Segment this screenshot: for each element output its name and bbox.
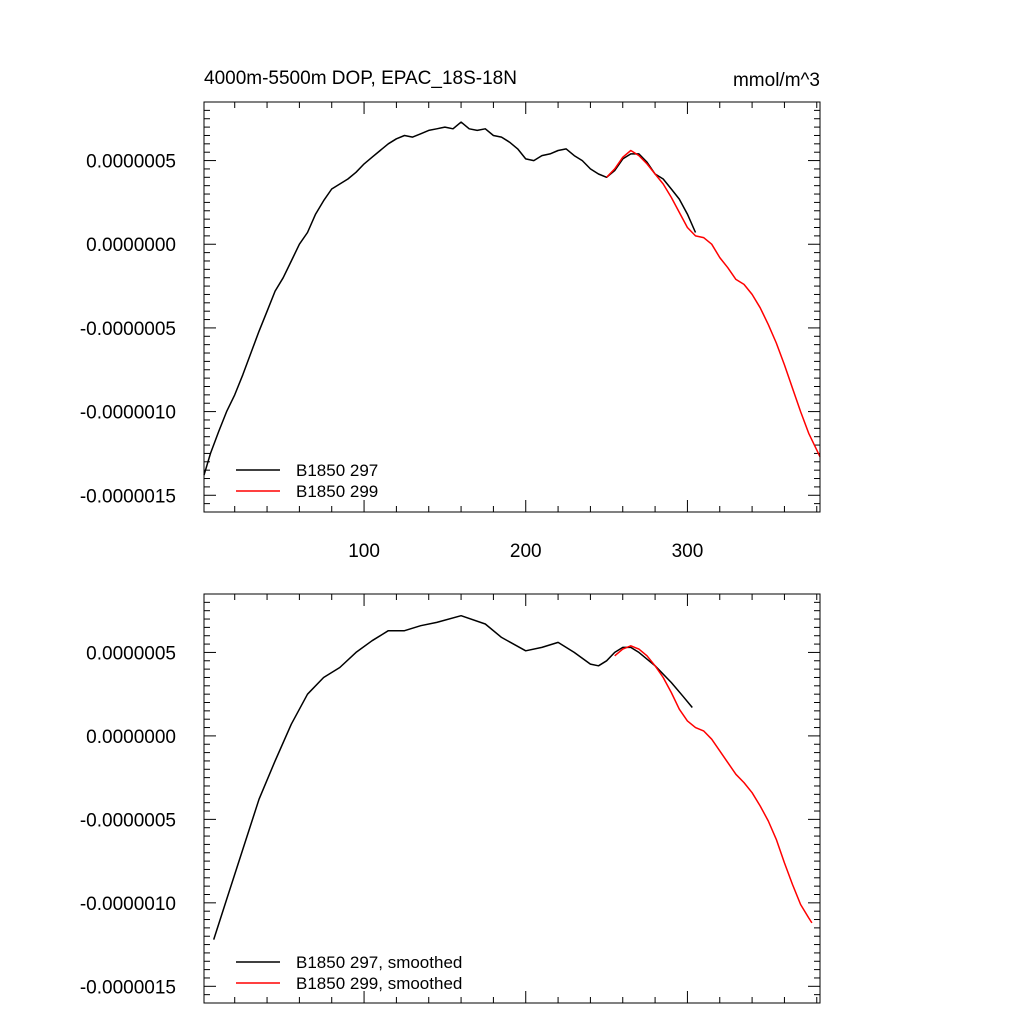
y-tick-label: -0.0000015 — [80, 977, 176, 998]
y-tick-label: -0.0000005 — [80, 319, 176, 340]
legend-label: B1850 299, smoothed — [296, 974, 462, 993]
chart-title: 4000m-5500m DOP, EPAC_18S-18N — [204, 68, 517, 89]
series-line — [212, 614, 693, 940]
y-tick-label: 0.0000005 — [86, 643, 176, 664]
series-line — [203, 121, 697, 476]
y-tick-label: -0.0000010 — [80, 403, 176, 424]
chart-units: mmol/m^3 — [733, 70, 820, 91]
y-tick-label: 0.0000000 — [86, 235, 176, 256]
y-tick-label: 0.0000000 — [86, 727, 176, 748]
y-tick-label: -0.0000015 — [80, 486, 176, 507]
y-tick-label: -0.0000005 — [80, 810, 176, 831]
x-tick-label: 300 — [672, 541, 704, 562]
series-line — [606, 149, 821, 458]
plot-frame — [203, 593, 821, 1004]
legend-label: B1850 297 — [296, 461, 378, 480]
y-tick-label: -0.0000010 — [80, 894, 176, 915]
legend-label: B1850 299 — [296, 482, 378, 501]
panel-bottom: 0.0000005 0.0000000 -0.0000005 -0.0000010 -0… — [80, 593, 821, 1004]
x-tick-label: 100 — [348, 541, 380, 562]
legend-label: B1850 297, smoothed — [296, 953, 462, 972]
x-tick-label: 200 — [510, 541, 542, 562]
series-line — [614, 645, 813, 924]
y-tick-label: 0.0000005 — [86, 152, 176, 173]
plot-frame — [203, 101, 821, 513]
panel-top: 100 200 300 0.0000005 0.0000000 -0.0000005 -0.… — [80, 101, 821, 562]
